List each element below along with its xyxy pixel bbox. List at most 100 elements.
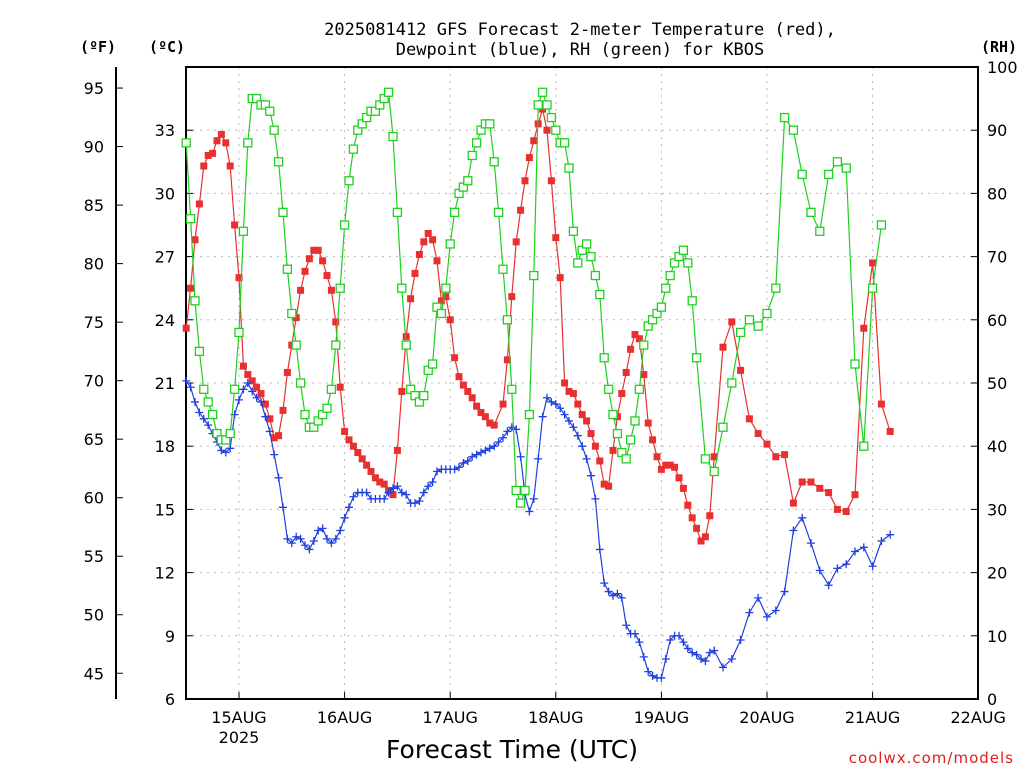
chart-title-line-1: 2025081412 GFS Forecast 2-meter Temperat… bbox=[324, 20, 836, 40]
dewpoint-point bbox=[265, 427, 274, 436]
temperature-point bbox=[521, 177, 529, 185]
rh-point bbox=[238, 226, 249, 236]
rh-point bbox=[691, 353, 702, 363]
dewpoint-point bbox=[305, 545, 314, 554]
rh-unit-label: (RH) bbox=[981, 38, 1017, 56]
rh-point bbox=[185, 214, 196, 224]
dewpoint-point bbox=[384, 488, 393, 497]
rh-point bbox=[502, 315, 513, 325]
temperature-point bbox=[728, 318, 736, 326]
rh-point bbox=[568, 226, 579, 236]
temperature-point bbox=[283, 368, 291, 376]
rh-point bbox=[335, 283, 345, 293]
temperature-point bbox=[301, 267, 309, 275]
rh-point bbox=[603, 384, 614, 394]
rh-point bbox=[441, 283, 451, 293]
temperature-point bbox=[600, 480, 608, 488]
rh-point bbox=[265, 106, 275, 116]
temperature-point bbox=[437, 297, 445, 305]
dewpoint-point bbox=[397, 488, 406, 497]
dewpoint-point bbox=[578, 442, 587, 451]
temperature-point bbox=[737, 366, 745, 374]
rh-point bbox=[300, 409, 310, 420]
temperature-point bbox=[244, 371, 252, 379]
rh-point bbox=[397, 283, 407, 293]
temperature-point bbox=[257, 390, 265, 398]
rh-point bbox=[278, 207, 288, 218]
fahrenheit-tick-label: 60 bbox=[84, 489, 104, 508]
rh-point bbox=[348, 144, 359, 154]
temperature-point bbox=[380, 480, 388, 488]
dewpoint-point bbox=[613, 589, 622, 598]
dewpoint-point bbox=[582, 454, 591, 463]
rh-point bbox=[599, 353, 609, 363]
fahrenheit-tick-label: 55 bbox=[84, 547, 104, 566]
temperature-point bbox=[270, 434, 278, 442]
rh-point bbox=[392, 207, 403, 218]
temperature-point bbox=[327, 286, 335, 294]
temperature-point bbox=[631, 331, 639, 339]
temperature-point bbox=[182, 324, 190, 332]
temperature-point bbox=[481, 413, 489, 421]
temperature-point bbox=[583, 417, 591, 425]
dewpoint-point bbox=[807, 539, 815, 548]
dewpoint-point bbox=[604, 587, 613, 596]
temperature-point bbox=[701, 533, 709, 541]
temperature-point bbox=[446, 316, 454, 324]
rh-point bbox=[564, 163, 574, 173]
rh-point bbox=[590, 270, 601, 281]
rh-point bbox=[471, 138, 482, 148]
temperature-point bbox=[781, 451, 789, 459]
dewpoint-point bbox=[569, 423, 578, 432]
temperature-point bbox=[772, 453, 780, 461]
dewpoint-point bbox=[468, 452, 477, 461]
temperature-point bbox=[442, 293, 450, 301]
rh-series-line bbox=[185, 90, 882, 505]
rh-tick-label: 20 bbox=[987, 564, 1007, 583]
rh-point bbox=[485, 119, 495, 129]
dewpoint-point bbox=[635, 638, 644, 647]
temperature-point bbox=[569, 390, 577, 398]
dewpoint-point bbox=[543, 393, 551, 402]
rh-point bbox=[788, 125, 799, 135]
rh-point bbox=[199, 384, 209, 394]
temperature-point bbox=[389, 491, 397, 499]
dewpoint-point bbox=[675, 631, 683, 640]
rh-tick-label: 0 bbox=[987, 690, 997, 709]
rh-point bbox=[762, 308, 772, 319]
rh-tick-label: 40 bbox=[987, 437, 1007, 456]
temperature-point bbox=[706, 512, 714, 520]
temperature-point bbox=[622, 368, 630, 376]
rh-point bbox=[524, 409, 535, 420]
temperature-point bbox=[833, 505, 841, 513]
rh-point bbox=[401, 340, 411, 350]
temperature-point bbox=[644, 419, 652, 427]
time-tick-sublabel: 2025 bbox=[219, 728, 260, 747]
fahrenheit-tick-label: 95 bbox=[84, 79, 104, 98]
rh-point bbox=[507, 384, 517, 394]
temperature-point bbox=[675, 474, 683, 482]
dewpoint-point bbox=[331, 534, 340, 543]
rh-point bbox=[515, 498, 526, 508]
time-tick-label: 22AUG bbox=[950, 708, 1005, 727]
temperature-point bbox=[596, 457, 604, 465]
temperature-point bbox=[825, 489, 833, 497]
rh-point bbox=[339, 220, 350, 230]
celsius-tick-label: 12 bbox=[155, 564, 175, 583]
dewpoint-point bbox=[851, 547, 859, 556]
dewpoint-point bbox=[538, 412, 547, 421]
dewpoint-point bbox=[243, 379, 252, 387]
rh-point bbox=[700, 454, 711, 464]
dewpoint-point bbox=[419, 488, 428, 497]
rh-point bbox=[779, 112, 790, 123]
temperature-point bbox=[754, 430, 762, 438]
dewpoint-point bbox=[336, 526, 345, 535]
rh-point bbox=[841, 163, 851, 173]
dewpoint-point bbox=[494, 437, 503, 446]
rh-point bbox=[203, 397, 213, 407]
dewpoint-point bbox=[389, 484, 397, 493]
temperature-point bbox=[266, 415, 274, 423]
dewpoint-point bbox=[679, 638, 688, 647]
temperature-point bbox=[640, 371, 648, 379]
rh-point bbox=[463, 176, 473, 186]
